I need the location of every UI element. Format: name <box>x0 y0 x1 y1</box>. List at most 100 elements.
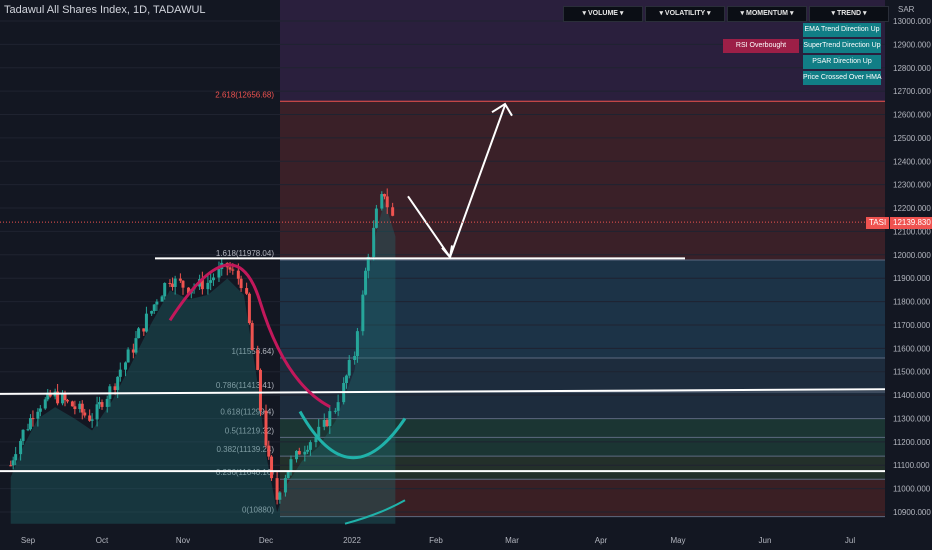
candle-body <box>168 282 172 284</box>
fib-label: 0.786(11413.41) <box>216 381 274 390</box>
hma-cross-cell: Price Crossed Over HMA <box>803 71 882 85</box>
candle-body <box>206 282 210 290</box>
hma-area-fill <box>10 201 396 524</box>
candle-body <box>38 408 42 412</box>
candle-body <box>31 418 35 420</box>
candle-body <box>152 304 156 312</box>
candle-body <box>231 269 235 271</box>
candle-body <box>328 411 332 427</box>
candle-body <box>306 449 310 452</box>
candle-body <box>83 412 87 416</box>
x-tick-label: Jul <box>845 536 855 545</box>
candle-body <box>181 280 185 288</box>
supertrend-cell: SuperTrend Direction Up <box>803 39 881 53</box>
y-tick-label: 11100.000 <box>893 461 930 470</box>
candle-body <box>200 279 204 290</box>
volume-header[interactable]: ▾ VOLUME ▾ <box>563 6 643 22</box>
rsi-overbought-cell: RSI Overbought <box>723 39 799 53</box>
candle-body <box>14 454 18 461</box>
hma-up-curve <box>298 410 407 460</box>
candle-body <box>124 362 128 370</box>
chevron-down-icon: ▾ <box>617 10 624 17</box>
chevron-down-icon: ▾ <box>831 10 837 17</box>
candle-body <box>118 369 122 377</box>
candle-body <box>209 280 213 283</box>
candle-body <box>116 376 120 390</box>
fib-label: 0.5(11219.32) <box>225 426 275 435</box>
candle-body <box>275 478 279 500</box>
candle-body <box>171 283 175 287</box>
candle-body <box>131 349 135 353</box>
chevron-down-icon: ▾ <box>788 10 794 17</box>
candle-body <box>317 426 321 437</box>
x-tick-label: May <box>670 536 685 545</box>
candle-body <box>63 394 67 401</box>
candle-body <box>380 194 384 209</box>
fib-label: 0.618(11299.4) <box>220 408 274 417</box>
x-tick-label: 2022 <box>343 536 361 545</box>
candle-body <box>286 470 290 479</box>
candle-body <box>256 350 260 370</box>
trend-header[interactable]: ▾ TREND ▾ <box>809 6 889 22</box>
chevron-down-icon: ▾ <box>861 10 867 17</box>
arrow-head-down <box>441 245 453 260</box>
candle-body <box>333 410 337 412</box>
chevron-down-icon: ▾ <box>659 10 665 17</box>
y-tick-label: 12800.000 <box>893 64 931 73</box>
y-tick-label: 12300.000 <box>893 181 931 190</box>
candle-body <box>46 392 50 400</box>
candle-body <box>80 403 84 413</box>
candle-body <box>366 256 370 271</box>
ema-trend-cell: EMA Trend Direction Up <box>803 23 881 37</box>
candle-body <box>26 429 30 431</box>
psar-cell: PSAR Direction Up <box>803 55 881 69</box>
y-tick-label: 12100.000 <box>893 227 931 236</box>
candle-body <box>308 442 312 450</box>
candle-body <box>144 313 148 332</box>
y-tick-label: 12900.000 <box>893 40 931 49</box>
momentum-header[interactable]: ▾ MOMENTUM ▾ <box>727 6 807 22</box>
candle-body <box>278 492 282 500</box>
currency-label: SAR <box>898 5 915 14</box>
y-tick-label: 12600.000 <box>893 111 931 120</box>
candle-body <box>73 406 77 410</box>
x-tick-label: Nov <box>176 536 190 545</box>
y-tick-label: 11000.000 <box>893 485 931 494</box>
y-tick-label: 11700.000 <box>893 321 931 330</box>
y-tick-label: 11300.000 <box>893 414 931 423</box>
last-price-tag: 12139.830 <box>890 217 932 229</box>
chart-title: Tadawul All Shares Index, 1D, TADAWUL <box>4 4 206 16</box>
candle-body <box>228 267 232 270</box>
candle-body <box>11 460 15 466</box>
candle-body <box>295 450 299 460</box>
time-axis-bg <box>0 530 885 550</box>
candle-body <box>297 450 301 455</box>
candle-body <box>155 301 159 305</box>
candle-body <box>239 278 243 289</box>
candle-body <box>95 404 99 420</box>
candle-body <box>134 338 138 353</box>
y-tick-label: 12700.000 <box>893 87 931 96</box>
y-tick-label: 11600.000 <box>893 344 931 353</box>
arrow-head-up <box>491 102 513 117</box>
x-tick-label: Oct <box>96 536 109 545</box>
fib-label: 1(11558.64) <box>231 347 274 356</box>
candle-body <box>65 400 69 402</box>
candle-body <box>137 328 141 339</box>
candle-body <box>264 410 268 446</box>
x-tick-label: Feb <box>429 536 443 545</box>
fib-zone-0382 <box>280 456 885 480</box>
y-tick-label: 12000.000 <box>893 251 931 260</box>
candle-body <box>21 429 25 441</box>
candle-body <box>100 402 104 407</box>
y-tick-label: 12200.000 <box>893 204 931 213</box>
candle-body <box>211 277 215 281</box>
candle-body <box>372 227 376 257</box>
y-tick-label: 12500.000 <box>893 134 931 143</box>
volatility-header[interactable]: ▾ VOLATILITY ▾ <box>645 6 725 22</box>
candle-body <box>258 369 262 411</box>
hma-down-curve <box>168 263 331 409</box>
candle-body <box>267 445 271 457</box>
candle-body <box>126 349 130 363</box>
